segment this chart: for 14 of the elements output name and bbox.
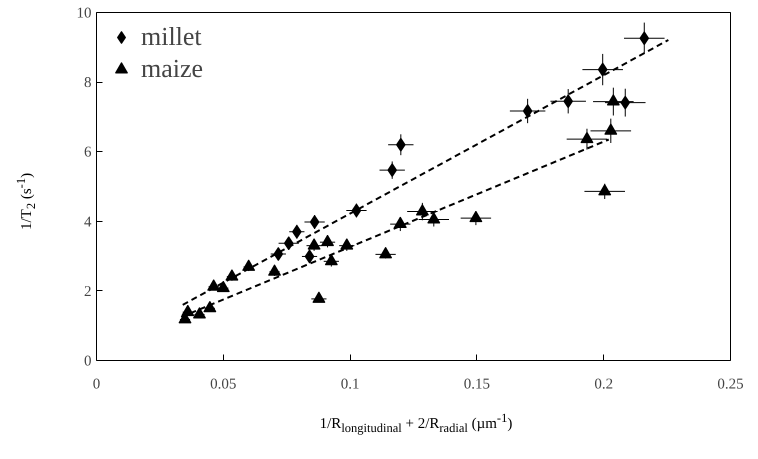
x-tick-label: 0.25 — [717, 376, 744, 392]
legend-label: maize — [141, 54, 204, 84]
y-tick-label: 6 — [84, 144, 92, 161]
x-tick-label: 0.15 — [464, 376, 490, 392]
x-axis-title: 1/R$_{longitudinal}$ + 2/R$_{radial}$ (µm$^{-1}$) — [318, 410, 514, 437]
y-tick-label: 10 — [76, 6, 92, 22]
x-tick-label: 0.2 — [594, 376, 614, 392]
x-tick-label: 0.1 — [340, 376, 360, 392]
x-tick-label: 0.05 — [210, 376, 236, 392]
y-tick-label: 8 — [84, 75, 92, 92]
y-tick-label: 2 — [84, 284, 92, 300]
legend-label: millet — [141, 22, 202, 52]
y-tick-label: 4 — [84, 214, 92, 230]
y-tick-label: 0 — [84, 354, 92, 370]
